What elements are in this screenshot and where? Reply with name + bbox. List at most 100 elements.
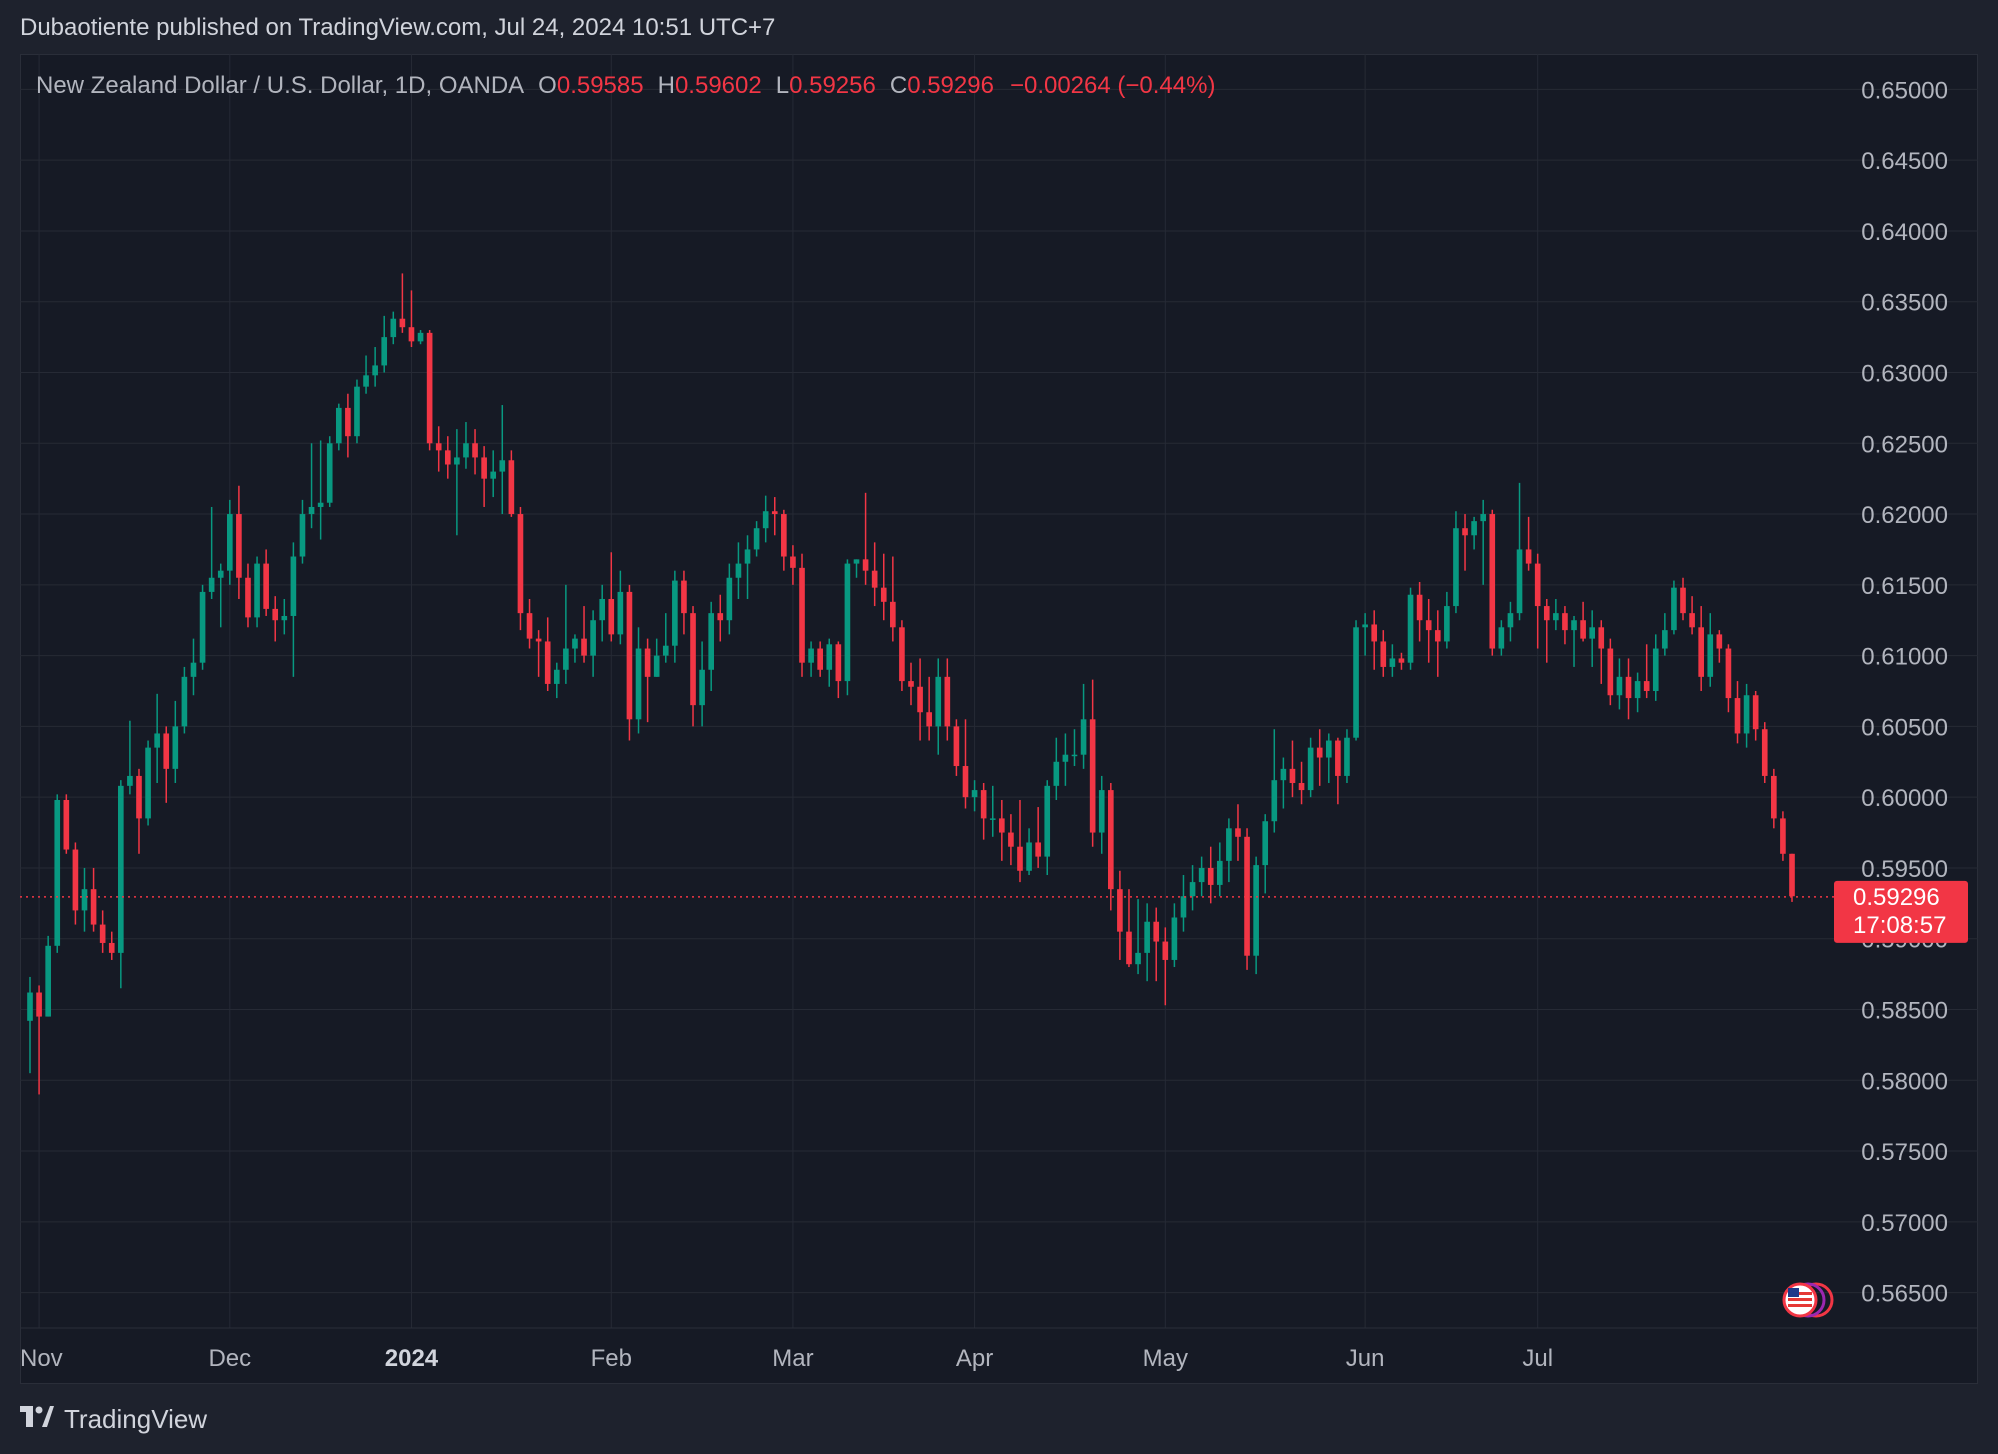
candle-body xyxy=(54,799,61,946)
candle-body xyxy=(581,638,587,656)
candle-body xyxy=(1298,783,1305,791)
candle-body xyxy=(1589,627,1596,639)
candle-body xyxy=(1761,729,1768,776)
candle-body xyxy=(463,443,469,458)
us-flag-event-icon[interactable] xyxy=(1782,1282,1834,1318)
symbol-title[interactable]: New Zealand Dollar / U.S. Dollar, 1D, OA… xyxy=(36,72,525,99)
candle-body xyxy=(1316,747,1323,758)
candle-body xyxy=(335,407,342,444)
candle-body xyxy=(317,502,324,507)
price-tick-label: 0.58500 xyxy=(1861,998,1948,1025)
candle-body xyxy=(1543,606,1550,621)
candle-body xyxy=(753,528,760,550)
candle-body xyxy=(1126,931,1132,965)
candle-body xyxy=(154,733,160,748)
candle-body xyxy=(1207,867,1214,885)
candle-body xyxy=(1634,681,1641,699)
candle-body xyxy=(908,681,914,687)
candle-body xyxy=(1707,634,1714,677)
tradingview-logo[interactable]: TradingView xyxy=(20,1404,207,1435)
candle-body xyxy=(454,457,460,465)
candle-body xyxy=(417,332,424,342)
candle-body xyxy=(1071,754,1078,757)
candle-body xyxy=(1716,634,1723,649)
candle-body xyxy=(1307,747,1314,791)
candle-body xyxy=(853,559,860,564)
candle-body xyxy=(672,580,678,646)
candle-body xyxy=(781,514,787,557)
candle-body xyxy=(1080,719,1087,755)
candle-body xyxy=(499,460,506,472)
candle-body xyxy=(1562,613,1568,631)
candle-body xyxy=(935,676,942,727)
candle-body xyxy=(308,506,315,515)
candle-body xyxy=(90,889,97,925)
price-tick-label: 0.57000 xyxy=(1861,1210,1948,1237)
candle-body xyxy=(27,992,33,1021)
candle-body xyxy=(771,511,778,515)
candle-body xyxy=(1398,658,1405,663)
price-tick-label: 0.64500 xyxy=(1861,148,1948,175)
candle-body xyxy=(1117,889,1123,932)
candle-body xyxy=(1198,867,1205,883)
candle-body xyxy=(1053,761,1060,786)
candle-body xyxy=(326,443,333,503)
candle-body xyxy=(1453,528,1459,607)
candle-body xyxy=(81,889,88,911)
candle-body xyxy=(435,443,442,451)
candle-body xyxy=(145,747,151,819)
candle-body xyxy=(1780,818,1786,854)
candlestick-chart[interactable]: 0.65000 0.64500 0.64000 0.63500 0.63000 0.625… xyxy=(0,0,1998,1400)
candle-body xyxy=(1244,836,1250,956)
candle-body xyxy=(1616,676,1623,696)
time-axis: Nov Dec 2024 Feb Mar Apr May Jun Jul xyxy=(20,1327,1978,1372)
grid-lines xyxy=(20,54,1978,1328)
bar-countdown: 17:08:57 xyxy=(1853,912,1946,939)
candle-body xyxy=(744,549,751,564)
candle-body xyxy=(871,570,878,588)
time-tick-label: Apr xyxy=(956,1345,993,1372)
tradingview-logo-icon xyxy=(20,1404,54,1435)
symbol-legend: New Zealand Dollar / U.S. Dollar, 1D, OA… xyxy=(36,72,1215,100)
low-value: 0.59256 xyxy=(789,72,876,99)
candle-body xyxy=(1171,917,1178,960)
candle-body xyxy=(36,992,42,1017)
candle-body xyxy=(1226,828,1232,861)
candle-body xyxy=(1335,740,1341,776)
candle-body xyxy=(1280,768,1287,781)
candle-body xyxy=(880,587,887,602)
candle-body xyxy=(245,577,251,618)
candles-layer xyxy=(27,273,1795,1095)
candle-body xyxy=(363,375,369,387)
candle-body xyxy=(644,648,651,677)
time-tick-label: Jul xyxy=(1522,1345,1553,1372)
candle-body xyxy=(1389,658,1396,667)
candle-body xyxy=(1371,624,1378,642)
price-tick-label: 0.63500 xyxy=(1861,290,1948,317)
candle-body xyxy=(862,559,869,571)
candle-body xyxy=(1580,620,1586,639)
candle-body xyxy=(962,766,969,798)
candle-body xyxy=(1598,627,1605,649)
price-tick-label: 0.63000 xyxy=(1861,361,1948,388)
candle-body xyxy=(1671,587,1677,631)
candle-body xyxy=(1752,695,1759,730)
candle-body xyxy=(999,818,1005,833)
candle-body xyxy=(835,644,842,682)
candle-body xyxy=(599,598,606,621)
last-price-tag[interactable]: 0.59296 17:08:57 xyxy=(1834,880,1968,943)
candle-body xyxy=(1253,865,1259,956)
candle-body xyxy=(1689,613,1695,628)
candle-body xyxy=(1407,594,1414,663)
candle-body xyxy=(290,556,297,616)
candle-body xyxy=(1434,630,1441,642)
candle-body xyxy=(726,577,733,621)
candle-body xyxy=(190,662,197,677)
candle-body xyxy=(626,591,633,720)
time-tick-label: May xyxy=(1143,1345,1188,1372)
candle-body xyxy=(1571,620,1577,631)
candle-body xyxy=(890,601,896,628)
last-price-value: 0.59296 xyxy=(1853,884,1940,911)
candle-body xyxy=(535,638,542,642)
footer-brand: TradingView xyxy=(64,1404,208,1434)
